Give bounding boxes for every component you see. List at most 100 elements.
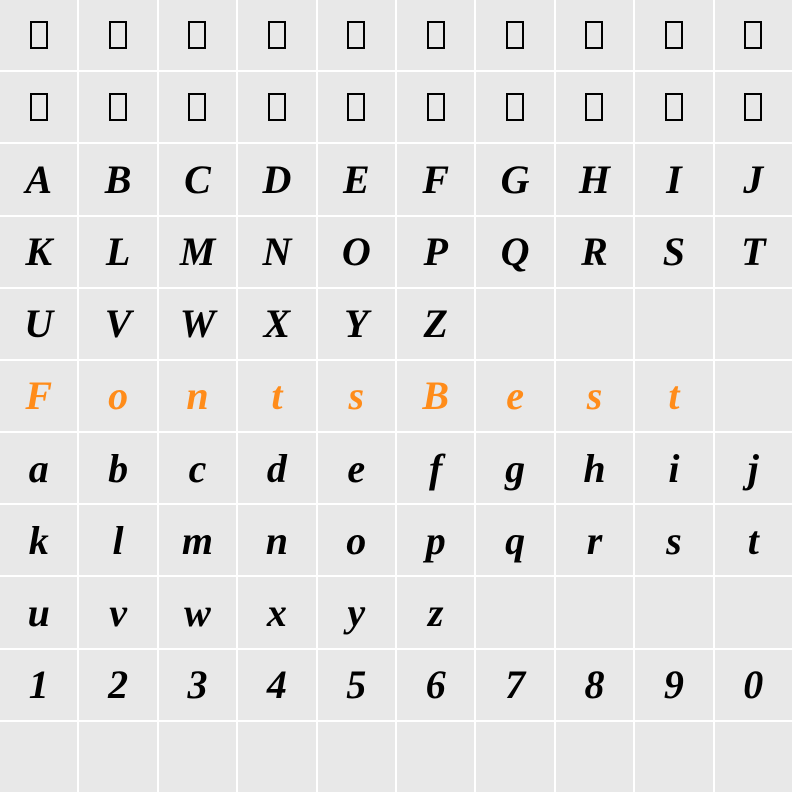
glyph-cell xyxy=(556,0,633,70)
glyph-cell xyxy=(715,289,792,359)
glyph-cell: e xyxy=(476,361,553,431)
glyph-cell xyxy=(476,289,553,359)
glyph-cell xyxy=(715,72,792,142)
glyph-cell: F xyxy=(0,361,77,431)
missing-glyph-icon xyxy=(665,21,683,49)
missing-glyph-icon xyxy=(30,93,48,121)
glyph-cell: a xyxy=(0,433,77,503)
glyph-cell: h xyxy=(556,433,633,503)
glyph-cell xyxy=(318,0,395,70)
glyph-cell xyxy=(238,72,315,142)
missing-glyph-icon xyxy=(347,93,365,121)
glyph-cell: o xyxy=(79,361,156,431)
glyph-cell: P xyxy=(397,217,474,287)
missing-glyph-icon xyxy=(268,93,286,121)
glyph-cell: y xyxy=(318,577,395,647)
glyph-cell xyxy=(0,72,77,142)
glyph-cell: t xyxy=(238,361,315,431)
glyph-cell: 5 xyxy=(318,650,395,720)
glyph-cell: o xyxy=(318,505,395,575)
glyph-cell: s xyxy=(635,505,712,575)
glyph-cell: 4 xyxy=(238,650,315,720)
glyph-cell: 1 xyxy=(0,650,77,720)
glyph-cell xyxy=(715,577,792,647)
glyph-cell: L xyxy=(79,217,156,287)
missing-glyph-icon xyxy=(506,21,524,49)
glyph-cell: 6 xyxy=(397,650,474,720)
missing-glyph-icon xyxy=(188,21,206,49)
glyph-cell xyxy=(476,72,553,142)
glyph-cell xyxy=(476,0,553,70)
missing-glyph-icon xyxy=(347,21,365,49)
glyph-cell: j xyxy=(715,433,792,503)
missing-glyph-icon xyxy=(506,93,524,121)
glyph-cell: I xyxy=(635,144,712,214)
glyph-cell xyxy=(159,0,236,70)
glyph-cell xyxy=(0,722,77,792)
missing-glyph-icon xyxy=(109,21,127,49)
glyph-cell: n xyxy=(159,361,236,431)
glyph-cell xyxy=(715,361,792,431)
font-specimen-grid: ABCDEFGHIJKLMNOPQRSTUVWXYZFontsBestabcde… xyxy=(0,0,792,792)
glyph-cell: B xyxy=(79,144,156,214)
glyph-cell xyxy=(556,722,633,792)
missing-glyph-icon xyxy=(427,93,445,121)
glyph-cell: Y xyxy=(318,289,395,359)
glyph-cell: B xyxy=(397,361,474,431)
glyph-cell: 8 xyxy=(556,650,633,720)
glyph-cell xyxy=(635,0,712,70)
glyph-cell: 3 xyxy=(159,650,236,720)
glyph-cell xyxy=(238,0,315,70)
glyph-cell: p xyxy=(397,505,474,575)
glyph-cell xyxy=(238,722,315,792)
glyph-cell: N xyxy=(238,217,315,287)
glyph-cell: b xyxy=(79,433,156,503)
glyph-cell: s xyxy=(556,361,633,431)
glyph-cell xyxy=(476,577,553,647)
glyph-cell: x xyxy=(238,577,315,647)
glyph-cell xyxy=(0,0,77,70)
glyph-cell: J xyxy=(715,144,792,214)
glyph-cell: e xyxy=(318,433,395,503)
glyph-cell: Z xyxy=(397,289,474,359)
glyph-cell: i xyxy=(635,433,712,503)
glyph-cell: d xyxy=(238,433,315,503)
glyph-cell: 9 xyxy=(635,650,712,720)
glyph-cell xyxy=(79,722,156,792)
glyph-cell xyxy=(556,289,633,359)
glyph-cell: G xyxy=(476,144,553,214)
glyph-cell xyxy=(318,72,395,142)
glyph-cell: O xyxy=(318,217,395,287)
glyph-cell xyxy=(397,0,474,70)
glyph-cell: E xyxy=(318,144,395,214)
glyph-cell: T xyxy=(715,217,792,287)
glyph-cell: A xyxy=(0,144,77,214)
glyph-cell xyxy=(715,722,792,792)
glyph-cell xyxy=(159,722,236,792)
glyph-cell: t xyxy=(715,505,792,575)
glyph-cell xyxy=(635,577,712,647)
glyph-cell: 7 xyxy=(476,650,553,720)
glyph-cell: M xyxy=(159,217,236,287)
glyph-cell xyxy=(397,72,474,142)
glyph-cell xyxy=(318,722,395,792)
glyph-cell: v xyxy=(79,577,156,647)
glyph-cell: s xyxy=(318,361,395,431)
glyph-cell: r xyxy=(556,505,633,575)
glyph-cell: f xyxy=(397,433,474,503)
glyph-cell: z xyxy=(397,577,474,647)
missing-glyph-icon xyxy=(585,21,603,49)
glyph-cell: D xyxy=(238,144,315,214)
glyph-cell: n xyxy=(238,505,315,575)
glyph-cell xyxy=(159,72,236,142)
glyph-cell xyxy=(556,577,633,647)
missing-glyph-icon xyxy=(268,21,286,49)
missing-glyph-icon xyxy=(744,93,762,121)
glyph-cell xyxy=(715,0,792,70)
glyph-cell: 2 xyxy=(79,650,156,720)
glyph-cell xyxy=(635,722,712,792)
glyph-cell: q xyxy=(476,505,553,575)
glyph-cell: l xyxy=(79,505,156,575)
glyph-cell xyxy=(476,722,553,792)
glyph-cell: S xyxy=(635,217,712,287)
